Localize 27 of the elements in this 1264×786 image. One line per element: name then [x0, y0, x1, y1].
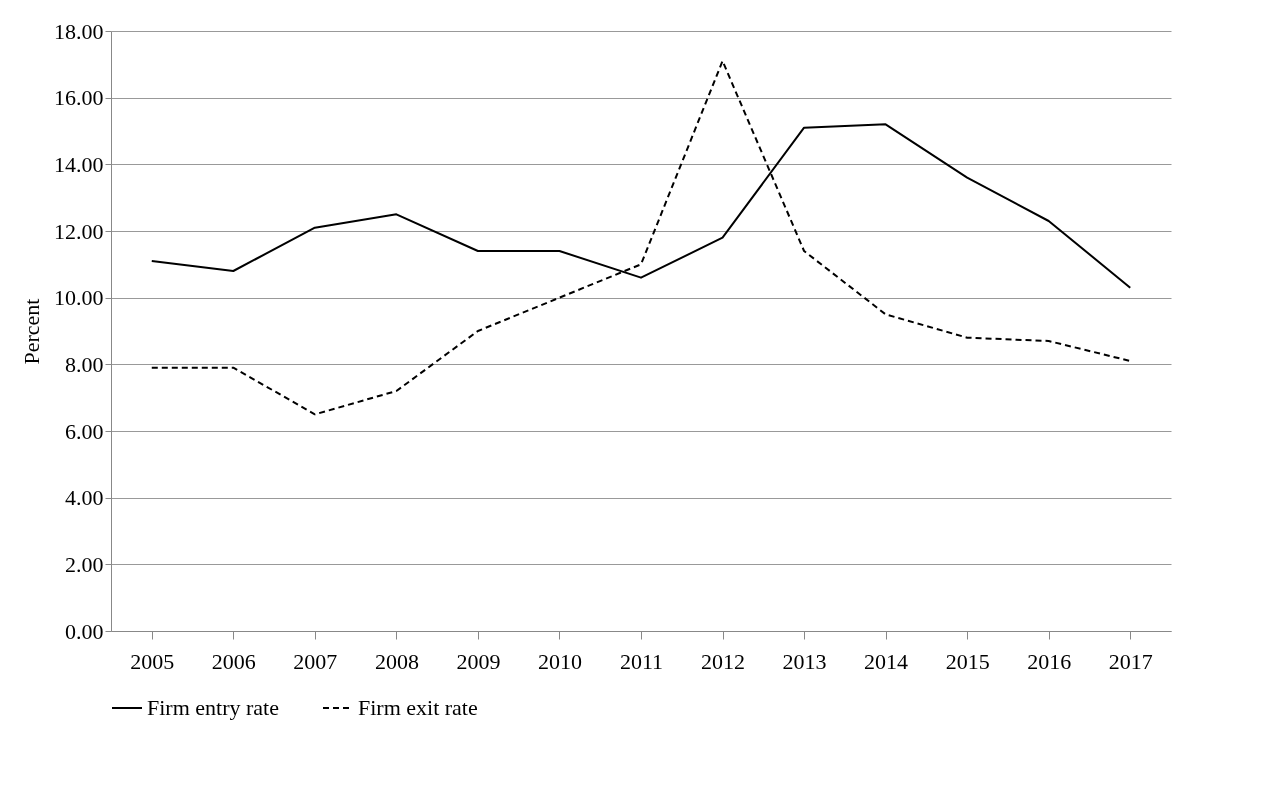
- legend-label: Firm entry rate: [147, 695, 279, 720]
- y-tick-label: 8.00: [65, 351, 104, 377]
- y-tick-label: 10.00: [54, 285, 104, 311]
- x-tick-label: 2007: [293, 648, 338, 674]
- x-tick-label: 2006: [211, 648, 256, 674]
- line-series: [150, 60, 1132, 416]
- x-tick-label: 2005: [130, 648, 175, 674]
- x-tick-label: 2015: [945, 648, 990, 674]
- y-tick-label: 4.00: [65, 485, 104, 511]
- y-tick-label: 6.00: [65, 418, 104, 444]
- y-tick-label: 0.00: [65, 618, 104, 644]
- x-tick-label: 2014: [864, 648, 909, 674]
- x-tick-label: 2012: [701, 648, 746, 674]
- x-tick-label: 2013: [782, 648, 827, 674]
- y-axis-title: Percent: [19, 298, 44, 365]
- x-tick-label: 2011: [619, 648, 664, 674]
- y-tick-label: 18.00: [54, 18, 104, 44]
- y-tick-label: 12.00: [54, 218, 104, 244]
- x-tick-label: 2008: [374, 648, 419, 674]
- x-tick-label: 2017: [1108, 648, 1153, 674]
- y-tick-label: 16.00: [54, 85, 104, 111]
- x-tick-label: 2009: [456, 648, 501, 674]
- y-tick-label: 14.00: [54, 151, 104, 177]
- legend-label: Firm exit rate: [358, 695, 478, 720]
- x-tick-label: 2016: [1027, 648, 1072, 674]
- y-tick-label: 2.00: [65, 551, 104, 577]
- x-tick-label: 2010: [537, 648, 582, 674]
